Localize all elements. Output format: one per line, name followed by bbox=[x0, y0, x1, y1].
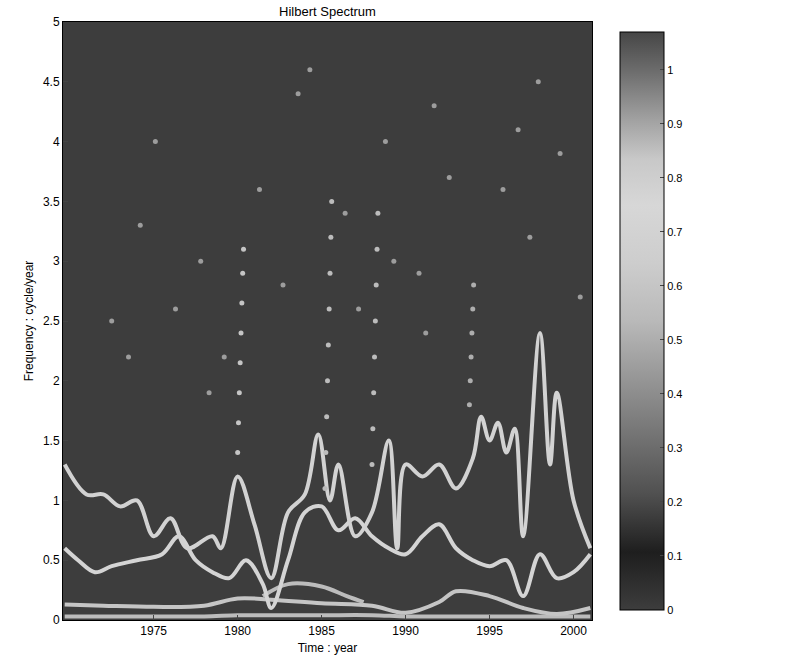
svg-text:1990: 1990 bbox=[392, 624, 419, 638]
svg-text:0: 0 bbox=[667, 604, 673, 616]
svg-text:0.8: 0.8 bbox=[667, 172, 682, 184]
svg-text:0.6: 0.6 bbox=[667, 280, 682, 292]
svg-text:0.9: 0.9 bbox=[667, 118, 682, 130]
svg-text:0.7: 0.7 bbox=[667, 226, 682, 238]
svg-text:2: 2 bbox=[53, 374, 60, 388]
svg-text:0.4: 0.4 bbox=[667, 388, 682, 400]
svg-text:1995: 1995 bbox=[476, 624, 503, 638]
svg-text:Frequency : cycle/year: Frequency : cycle/year bbox=[22, 261, 36, 382]
svg-text:2000: 2000 bbox=[560, 624, 587, 638]
svg-text:3.5: 3.5 bbox=[43, 195, 60, 209]
svg-text:1985: 1985 bbox=[308, 624, 335, 638]
svg-text:0: 0 bbox=[53, 613, 60, 627]
svg-text:1.5: 1.5 bbox=[43, 434, 60, 448]
svg-text:0.5: 0.5 bbox=[667, 334, 682, 346]
svg-text:0.2: 0.2 bbox=[667, 496, 682, 508]
svg-text:4.5: 4.5 bbox=[43, 75, 60, 89]
svg-text:4: 4 bbox=[53, 135, 60, 149]
svg-text:0.5: 0.5 bbox=[43, 553, 60, 567]
svg-text:0.1: 0.1 bbox=[667, 550, 682, 562]
svg-text:5: 5 bbox=[53, 15, 60, 29]
svg-text:1: 1 bbox=[667, 64, 673, 76]
svg-text:0.3: 0.3 bbox=[667, 442, 682, 454]
svg-text:Time : year: Time : year bbox=[298, 641, 358, 655]
svg-text:1: 1 bbox=[53, 494, 60, 508]
svg-text:1980: 1980 bbox=[224, 624, 251, 638]
svg-text:2.5: 2.5 bbox=[43, 314, 60, 328]
svg-text:1975: 1975 bbox=[140, 624, 167, 638]
svg-text:3: 3 bbox=[53, 254, 60, 268]
svg-text:Hilbert Spectrum: Hilbert Spectrum bbox=[279, 4, 376, 19]
